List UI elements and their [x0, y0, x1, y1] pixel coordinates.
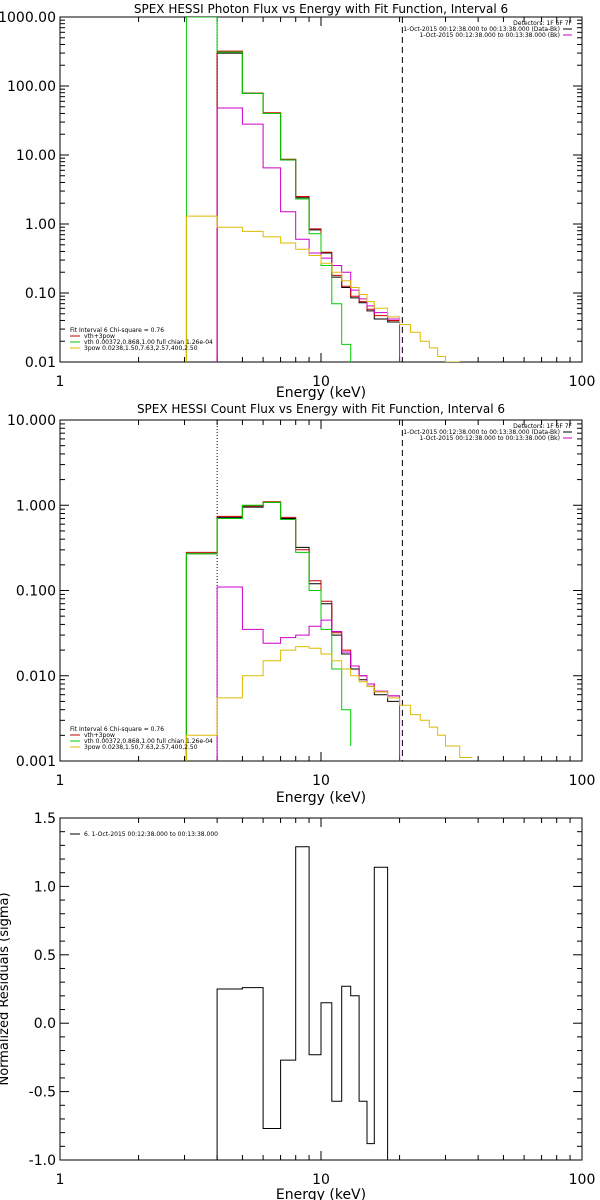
green-series-line — [185, 501, 352, 761]
legend-detectors: Detectors: 1F 6F 7F — [513, 423, 572, 430]
y-tick-label: -0.5 — [29, 1085, 56, 1101]
x-tick-label: 10 — [312, 374, 330, 390]
series-group — [216, 846, 400, 1160]
black-series-line — [185, 501, 400, 761]
legend-bk-interval: 1-Oct-2015 00:12:38.000 to 00:13:38.000 … — [420, 32, 561, 39]
y-tick-label: 10.00 — [16, 148, 56, 164]
y-tick-label: 0.010 — [16, 669, 56, 685]
red-series-line — [216, 50, 400, 362]
y-tick-label: 0.5 — [34, 948, 56, 964]
red-series-line — [185, 501, 400, 761]
y-tick-label: 0.100 — [16, 584, 56, 600]
legend-interval: 6. 1-Oct-2015 00:12:38.000 to 00:13:38.0… — [84, 831, 218, 838]
legend-bk-interval: 1-Oct-2015 00:12:38.000 to 00:13:38.000 … — [420, 435, 561, 442]
chart-title: SPEX HESSI Photon Flux vs Energy with Fi… — [134, 2, 508, 16]
x-tick-label: 100 — [569, 374, 596, 390]
magenta-series-line — [216, 107, 401, 362]
x-tick-label: 10 — [312, 1172, 330, 1188]
chart-title: SPEX HESSI Count Flux vs Energy with Fit… — [137, 402, 505, 416]
x-tick-label: 1 — [56, 773, 65, 789]
legend-data-interval: 1-Oct-2015 00:12:38.000 to 00:13:38.000 … — [403, 26, 560, 33]
plot-frame — [59, 16, 583, 363]
yellow-series-line — [185, 646, 473, 761]
y-tick-label: 1.00 — [25, 217, 56, 233]
chart-panel-1: SPEX HESSI Photon Flux vs Energy with Fi… — [0, 2, 595, 401]
chart-panel-2: SPEX HESSI Count Flux vs Energy with Fit… — [7, 402, 595, 806]
black-series-line — [216, 846, 400, 1160]
legend-entry: vth 0.00372,0.868,1.00 full chian 1.26e-… — [84, 339, 213, 346]
y-tick-label: -1.0 — [29, 1153, 56, 1169]
x-tick-label: 100 — [569, 773, 596, 789]
legend-entry: vth 0.00372,0.868,1.00 full chian 1.26e-… — [84, 738, 213, 745]
y-axis-label: Normalized Residuals (sigma) — [0, 892, 12, 1085]
legend-entry: vth+3pow — [84, 333, 115, 340]
y-tick-label: 1.5 — [34, 811, 56, 827]
y-tick-label: 0.01 — [25, 355, 56, 371]
legend-fit-interval: Fit Interval 6 Chi-square = 0.76 — [70, 726, 164, 733]
x-tick-label: 1 — [56, 374, 65, 390]
legend-entry: 3pow 0.0238,1.50,7.63,2.57,400,2.50 — [84, 744, 198, 751]
yellow-series-line — [185, 215, 460, 362]
legend-entry: vth+3pow — [84, 732, 115, 739]
y-tick-label: 0.0 — [34, 1016, 56, 1032]
y-tick-label: 1000.00 — [0, 10, 56, 26]
legend-entry: 3pow 0.0238,1.50,7.63,2.57,400,2.50 — [84, 345, 198, 352]
y-tick-label: 100.00 — [7, 79, 56, 95]
y-tick-label: 0.001 — [16, 754, 56, 770]
y-tick-label: 1.000 — [16, 498, 56, 514]
legend-data-interval: 1-Oct-2015 00:12:38.000 to 00:13:38.000 … — [403, 429, 560, 436]
green-series-line — [185, 17, 352, 362]
legend-fit-interval: Fit Interval 6 Chi-square = 0.76 — [70, 327, 164, 334]
x-axis-label: Energy (keV) — [276, 385, 366, 401]
series-group — [185, 501, 473, 761]
y-tick-label: 10.000 — [7, 413, 56, 429]
black-series-line — [216, 52, 400, 362]
plot-frame — [59, 817, 583, 1161]
y-tick-label: 1.0 — [34, 879, 56, 895]
x-tick-label: 10 — [312, 773, 330, 789]
chart-panel-3: 1 10 100 -1.0 -0.5 0.0 0.5 1.0 1.5 Energy (keV) No… — [0, 811, 595, 1200]
x-axis-label: Energy (keV) — [276, 1187, 366, 1200]
x-tick-label: 100 — [569, 1172, 596, 1188]
x-axis-label: Energy (keV) — [276, 790, 366, 806]
legend-detectors: Detectors: 1F 6F 7F — [513, 20, 572, 27]
y-tick-label: 0.10 — [25, 286, 56, 302]
series-group — [185, 17, 460, 362]
x-tick-label: 1 — [56, 1172, 65, 1188]
magenta-series-line — [216, 586, 401, 761]
